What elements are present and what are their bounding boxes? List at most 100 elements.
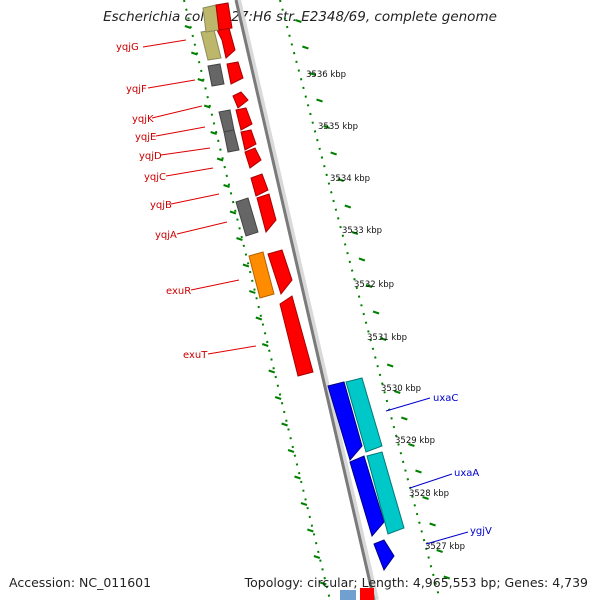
gene-label-exuR[interactable]: exuR [166, 286, 191, 297]
gene-feature-bottom-red[interactable] [360, 588, 374, 600]
gene-feature-yqjE[interactable] [235, 107, 253, 131]
gene-feature-ygjV[interactable] [373, 539, 395, 572]
gene-feature-exuR[interactable] [267, 249, 293, 296]
gene-feature-uxaC-rna[interactable] [345, 377, 383, 453]
genome-title: Escherichia coli O127:H6 str. E2348/69, … [103, 9, 497, 25]
gene-labels-right: uxaC uxaA ygjV [385, 393, 492, 545]
gene-feature-yqjE-rna[interactable] [218, 109, 235, 133]
gene-feature-yqjA[interactable] [256, 193, 277, 234]
gene-feature-yqjA-rna[interactable] [235, 197, 259, 237]
tick-mark [344, 204, 352, 209]
gene-leader-line [160, 147, 211, 156]
gene-feature-exuT[interactable] [279, 295, 314, 377]
tick-mark [236, 237, 243, 241]
tick-mark [323, 125, 330, 129]
gene-label-exuT[interactable]: exuT [183, 350, 208, 361]
genome-summary-label: Topology: circular; Length: 4,965,553 bp… [244, 575, 588, 590]
gene-feature-yqjG-rna[interactable] [200, 29, 222, 61]
gene-feature-yqjF-rna[interactable] [207, 63, 225, 87]
kbp-label: 3534 kbp [330, 174, 370, 184]
tick-mark [309, 72, 316, 76]
tick-mark [415, 469, 422, 474]
tick-mark [351, 231, 359, 235]
gene-feature-yqjK[interactable] [232, 91, 249, 109]
gene-label-uxaC[interactable]: uxaC [433, 393, 458, 404]
accession-label: Accession: NC_011601 [9, 575, 152, 590]
gene-label-yqjC[interactable]: yqjC [144, 172, 166, 183]
tick-mark [274, 396, 282, 400]
gene-label-yqjA[interactable]: yqjA [155, 230, 177, 241]
gene-label-yqjD[interactable]: yqjD [139, 151, 162, 162]
tick-mark [242, 263, 250, 268]
gene-leader-line [385, 397, 431, 412]
reverse-strand-features [200, 2, 314, 377]
gene-leader-line [425, 531, 469, 545]
genome-backbone-core [234, 0, 376, 600]
tick-mark [268, 369, 276, 374]
tick-mark [316, 98, 323, 103]
gene-feature-yqjC[interactable] [244, 147, 262, 169]
gene-feature-uxaA-rna[interactable] [366, 451, 405, 535]
kbp-label: 3529 kbp [395, 436, 435, 446]
gene-label-yqjG[interactable]: yqjG [116, 42, 139, 53]
gene-feature-exuR-rna[interactable] [248, 251, 275, 299]
kbp-label: 3533 kbp [342, 226, 382, 236]
kbp-label: 3528 kbp [409, 489, 449, 499]
tick-mark [358, 257, 366, 262]
gene-feature-yqjF[interactable] [226, 61, 244, 85]
tick-mark [281, 422, 288, 427]
tick-mark [330, 151, 337, 156]
gene-feature-yqjD-rna[interactable] [223, 129, 240, 153]
gene-feature-uxaC[interactable] [327, 381, 363, 462]
gene-label-yqjE[interactable]: yqjE [135, 132, 156, 143]
tick-mark [261, 343, 269, 347]
tick-mark [393, 390, 401, 394]
gene-label-yqjF[interactable]: yqjF [126, 84, 147, 95]
kbp-label: 3535 kbp [318, 122, 358, 132]
tick-mark [401, 416, 408, 421]
gene-feature-yqjD[interactable] [240, 129, 257, 151]
gene-feature-uxaA[interactable] [349, 455, 385, 538]
gene-label-uxaA[interactable]: uxaA [454, 468, 479, 479]
forward-strand-features [327, 377, 405, 600]
gene-feature-yqjG-top-red[interactable] [215, 2, 233, 31]
tick-mark [337, 178, 345, 182]
tick-mark [203, 104, 211, 109]
tick-mark [223, 184, 230, 188]
tick-mark [313, 555, 321, 559]
tick-mark [184, 25, 192, 29]
tick-mark [319, 581, 327, 586]
tick-mark [365, 284, 373, 288]
gene-feature-bottom-blue[interactable] [340, 590, 356, 600]
gene-feature-yqjB[interactable] [250, 173, 269, 197]
tick-mark [300, 502, 308, 506]
tick-mark [294, 475, 301, 480]
tick-mark [197, 78, 205, 82]
kbp-label-group: 3536 kbp 3535 kbp 3534 kbp 3533 kbp 3532 kbp… [306, 70, 465, 552]
gene-leader-line [409, 473, 453, 489]
genome-backbone [235, 0, 379, 600]
tick-mark [372, 310, 380, 315]
gene-label-ygjV[interactable]: ygjV [470, 526, 492, 537]
tick-mark [302, 45, 309, 50]
gene-label-yqjB[interactable]: yqjB [150, 200, 172, 211]
gene-leader-line [142, 39, 187, 48]
tick-mark [210, 131, 217, 135]
tick-mark [307, 528, 314, 533]
tick-mark [422, 496, 429, 500]
gene-leader-line [147, 79, 196, 89]
gene-leader-line [151, 105, 203, 119]
scale-track-inner-left [183, 0, 331, 600]
gene-label-yqjK[interactable]: yqjK [132, 114, 154, 125]
tick-mark [386, 363, 394, 368]
tick-mark [429, 522, 436, 527]
tick-mark [190, 51, 198, 56]
gene-labels-left: yqjG yqjF yqjK yqjE yqjD yqjC yqjB yqjA exuR exuT [116, 39, 257, 361]
left-tick-marks [184, 25, 327, 586]
kbp-label: 3527 kbp [425, 542, 465, 552]
gene-leader-line [155, 126, 206, 137]
tick-mark [436, 549, 443, 553]
kbp-label: 3531 kbp [367, 333, 407, 343]
